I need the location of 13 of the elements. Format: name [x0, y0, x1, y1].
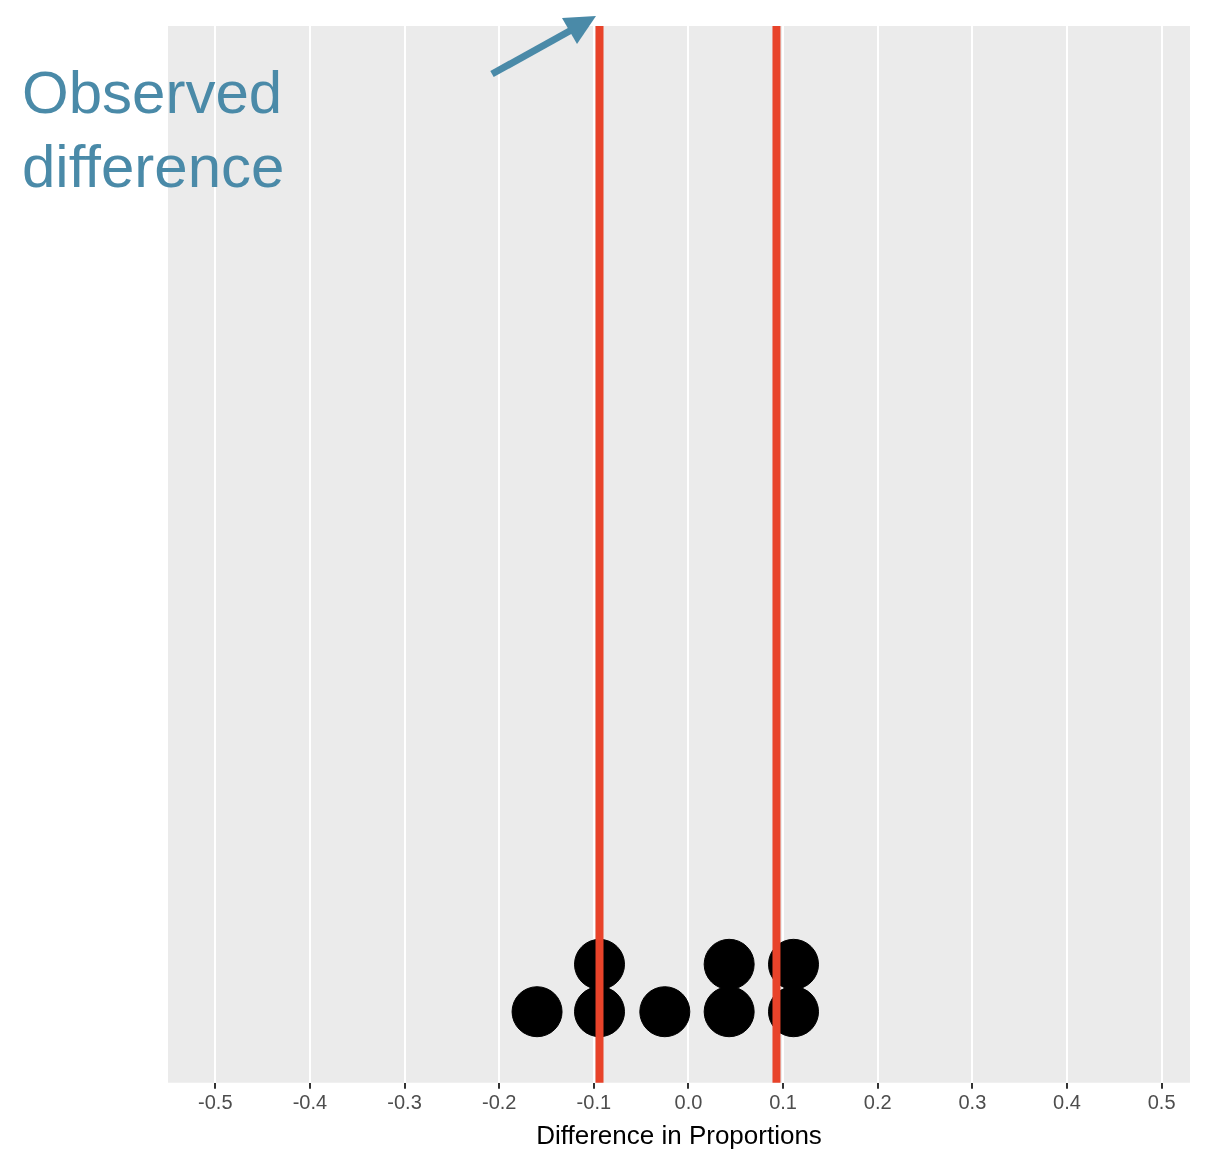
x-tick-label: 0.3: [958, 1091, 987, 1114]
text: Observed difference: [22, 58, 286, 202]
x-axis-title: Difference in Proportions: [536, 1119, 822, 1150]
x-tick-label: 0.5: [1147, 1091, 1176, 1114]
x-tick-label: 0.1: [769, 1091, 797, 1114]
x-tick-label: 0.2: [863, 1091, 892, 1114]
x-tick-label: -0.5: [198, 1091, 233, 1114]
x-tick-label: 0.0: [674, 1091, 703, 1114]
x-tick-label: -0.3: [387, 1091, 422, 1114]
x-tick-label: -0.1: [576, 1091, 612, 1114]
x-tick-label: 0.4: [1053, 1091, 1081, 1114]
x-tick-label: -0.2: [481, 1091, 517, 1114]
x-tick-label: -0.4: [292, 1091, 328, 1114]
